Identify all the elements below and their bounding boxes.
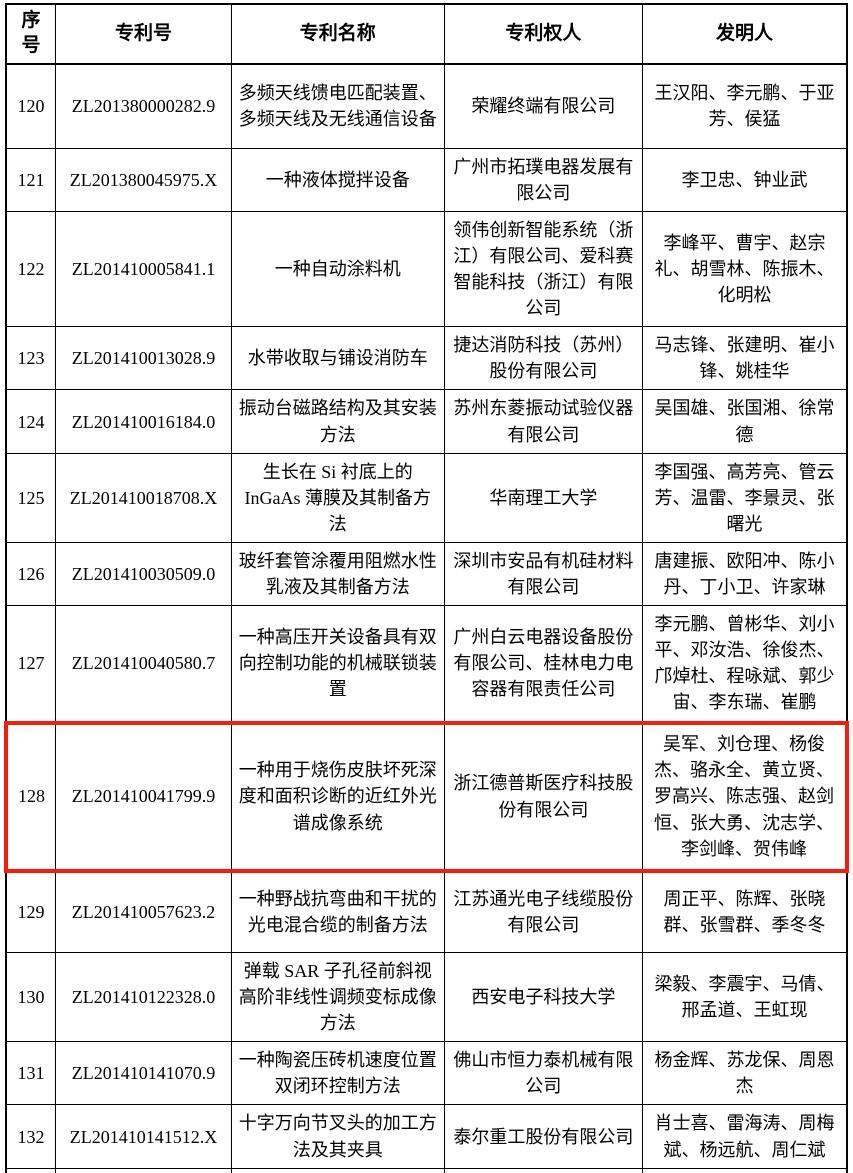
cell-serial-number: 130 bbox=[5, 952, 57, 1043]
table-row: 132 ZL201410141512.X 十字万向节叉头的加工方法及其夹具 泰尔… bbox=[5, 1104, 848, 1169]
cell-serial-number: 125 bbox=[5, 452, 57, 543]
cell-inventors: 李国强、高芳亮、管云芳、温雷、李景灵、张曙光 bbox=[642, 452, 848, 543]
cell-patent-number: ZL201410057623.2 bbox=[55, 870, 232, 954]
cell-patentee: 广州市拓璞电器发展有限公司 bbox=[443, 147, 644, 212]
cell-patent-title: 一种陶瓷压砖机速度位置双闭环控制方法 bbox=[230, 1041, 445, 1106]
cell-patentee: 佛山市恒力泰机械有限公司 bbox=[443, 1041, 644, 1106]
cell-patentee: 广州白云电器设备股份有限公司、桂林电力电容器有限责任公司 bbox=[443, 605, 644, 724]
table-row-highlighted: 128 ZL201410041799.9 一种用于烧伤皮肤坏死深度和面积诊断的近… bbox=[4, 720, 850, 873]
table-row: 129 ZL201410057623.2 一种野战抗弯曲和干扰的光电混合缆的制备… bbox=[5, 870, 848, 954]
cell-serial-number: 123 bbox=[5, 326, 57, 391]
table-row: 127 ZL201410040580.7 一种高压开关设备具有双向控制功能的机械… bbox=[5, 605, 848, 724]
cell-patentee: 华南理工大学 bbox=[443, 452, 644, 543]
cell-patent-number: ZL201410122328.0 bbox=[55, 952, 232, 1043]
cell-inventors: 吴国雄、张国湘、徐常德 bbox=[642, 389, 848, 454]
cell-patent-title: 一种野战抗弯曲和干扰的光电混合缆的制备方法 bbox=[230, 870, 445, 954]
cell-inventors: 马志锋、张建明、崔小锋、姚桂华 bbox=[642, 326, 848, 391]
cell-inventors: 肖士喜、雷海涛、周梅斌、杨远航、周仁斌 bbox=[642, 1104, 848, 1169]
cell-patent-title: 十字万向节叉头的加工方法及其夹具 bbox=[230, 1104, 445, 1169]
patent-table: 序号 专利号 专利名称 专利权人 发明人 120 ZL201380000282.… bbox=[4, 3, 850, 1173]
cell-patentee: 深圳市安品有机硅材料有限公司 bbox=[443, 541, 644, 607]
header-patentee: 专利权人 bbox=[443, 3, 644, 66]
cell-inventors: 李卫忠、钟业武 bbox=[642, 147, 848, 212]
header-patent-title: 专利名称 bbox=[230, 3, 445, 66]
table-header-row: 序号 专利号 专利名称 专利权人 发明人 bbox=[5, 3, 848, 66]
cell-serial-number: 122 bbox=[5, 210, 57, 328]
cell-patentee: 广州市联柔机械设备有限公司 bbox=[443, 1167, 644, 1173]
cell-patent-number: ZL201410141512.X bbox=[55, 1104, 232, 1169]
header-patent-number: 专利号 bbox=[55, 3, 232, 66]
table-row: 125 ZL201410018708.X 生长在 Si 衬底上的 InGaAs … bbox=[5, 452, 848, 543]
cell-patent-number: ZL201380000282.9 bbox=[55, 63, 232, 149]
cell-patent-title: 一种自动涂料机 bbox=[230, 210, 445, 328]
cell-patent-title: 振动台磁路结构及其安装方法 bbox=[230, 389, 445, 454]
cell-inventors: 李峰平、曹宇、赵宗礼、胡雪林、陈振木、化明松 bbox=[642, 210, 848, 328]
cell-serial-number: 120 bbox=[5, 63, 57, 149]
cell-patent-number: ZL201410041799.9 bbox=[55, 720, 232, 873]
cell-inventors: 周正平、陈辉、张晓群、张雪群、季冬冬 bbox=[642, 870, 848, 954]
cell-serial-number: 128 bbox=[4, 720, 57, 873]
cell-patent-title: 玻纤套管涂覆用阻燃水性乳液及其制备方法 bbox=[230, 541, 445, 607]
table-row: 123 ZL201410013028.9 水带收取与铺设消防车 捷达消防科技（苏… bbox=[5, 326, 848, 391]
table-row: 120 ZL201380000282.9 多频天线馈电匹配装置、多频天线及无线通… bbox=[5, 63, 848, 149]
cell-patentee: 西安电子科技大学 bbox=[443, 952, 644, 1043]
table-row: 122 ZL201410005841.1 一种自动涂料机 领伟创新智能系统（浙江… bbox=[5, 210, 848, 328]
cell-serial-number: 129 bbox=[5, 870, 57, 954]
cell-serial-number: 121 bbox=[5, 147, 57, 212]
cell-inventors: 吴军、刘仓理、杨俊杰、骆永全、黄立贤、罗高兴、陈志强、赵剑恒、张大勇、沈志学、李… bbox=[642, 720, 850, 873]
cell-patentee: 荣耀终端有限公司 bbox=[443, 63, 644, 149]
cell-serial-number: 133 bbox=[5, 1167, 57, 1173]
cell-patent-number: ZL201410030509.0 bbox=[55, 541, 232, 607]
cell-patentee: 泰尔重工股份有限公司 bbox=[443, 1104, 644, 1169]
cell-patent-title: 一种用于烧伤皮肤坏死深度和面积诊断的近红外光谱成像系统 bbox=[230, 720, 445, 873]
cell-inventors: 梁毅、李震宇、马倩、邢孟道、王虹现 bbox=[642, 952, 848, 1043]
cell-patent-title: 弹载 SAR 子孔径前斜视高阶非线性调频变标成像方法 bbox=[230, 952, 445, 1043]
cell-patent-number: ZL201380045975.X bbox=[55, 147, 232, 212]
cell-inventors: 谭治铭 bbox=[642, 1167, 848, 1173]
cell-patent-number: ZL201410013028.9 bbox=[55, 326, 232, 391]
table-row: 130 ZL201410122328.0 弹载 SAR 子孔径前斜视高阶非线性调… bbox=[5, 952, 848, 1043]
table-row: 126 ZL201410030509.0 玻纤套管涂覆用阻燃水性乳液及其制备方法… bbox=[5, 541, 848, 607]
cell-patentee: 领伟创新智能系统（浙江）有限公司、爱科赛智能科技（浙江）有限公司 bbox=[443, 210, 644, 328]
cell-patent-title: 一种新型袋装弹簧生产制造装置及袋装弹簧生产方法 bbox=[230, 1167, 445, 1173]
header-serial-number: 序号 bbox=[5, 3, 57, 66]
cell-serial-number: 126 bbox=[5, 541, 57, 607]
cell-patent-number: ZL201410172088.5 bbox=[55, 1167, 232, 1173]
cell-patentee: 苏州东菱振动试验仪器有限公司 bbox=[443, 389, 644, 454]
cell-patent-title: 水带收取与铺设消防车 bbox=[230, 326, 445, 391]
cell-serial-number: 132 bbox=[5, 1104, 57, 1169]
cell-patent-number: ZL201410018708.X bbox=[55, 452, 232, 543]
cell-patent-number: ZL201410141070.9 bbox=[55, 1041, 232, 1106]
table-row: 131 ZL201410141070.9 一种陶瓷压砖机速度位置双闭环控制方法 … bbox=[5, 1041, 848, 1106]
cell-patent-title: 一种高压开关设备具有双向控制功能的机械联锁装置 bbox=[230, 605, 445, 724]
cell-patent-number: ZL201410040580.7 bbox=[55, 605, 232, 724]
table-row: 121 ZL201380045975.X 一种液体搅拌设备 广州市拓璞电器发展有… bbox=[5, 147, 848, 212]
cell-serial-number: 127 bbox=[5, 605, 57, 724]
cell-patent-title: 一种液体搅拌设备 bbox=[230, 147, 445, 212]
cell-serial-number: 124 bbox=[5, 389, 57, 454]
cell-patent-title: 生长在 Si 衬底上的 InGaAs 薄膜及其制备方法 bbox=[230, 452, 445, 543]
cell-inventors: 李元鹏、曾彬华、刘小平、邓汝浩、徐俊杰、邝焯杜、程咏斌、郭少宙、李东瑞、崔鹏 bbox=[642, 605, 848, 724]
header-serial-number-label: 序号 bbox=[21, 10, 41, 56]
header-inventors: 发明人 bbox=[642, 3, 848, 66]
table-row: 133 ZL201410172088.5 一种新型袋装弹簧生产制造装置及袋装弹簧… bbox=[5, 1167, 848, 1173]
cell-inventors: 唐建振、欧阳冲、陈小丹、丁小卫、许家琳 bbox=[642, 541, 848, 607]
cell-patent-number: ZL201410005841.1 bbox=[55, 210, 232, 328]
cell-patent-number: ZL201410016184.0 bbox=[55, 389, 232, 454]
table-row: 124 ZL201410016184.0 振动台磁路结构及其安装方法 苏州东菱振… bbox=[5, 389, 848, 454]
cell-patentee: 浙江德普斯医疗科技股份有限公司 bbox=[443, 720, 644, 873]
cell-inventors: 王汉阳、李元鹏、于亚芳、侯猛 bbox=[642, 63, 848, 149]
cell-inventors: 杨金辉、苏龙保、周恩杰 bbox=[642, 1041, 848, 1106]
cell-patentee: 捷达消防科技（苏州）股份有限公司 bbox=[443, 326, 644, 391]
cell-patent-title: 多频天线馈电匹配装置、多频天线及无线通信设备 bbox=[230, 63, 445, 149]
patent-table-body: 120 ZL201380000282.9 多频天线馈电匹配装置、多频天线及无线通… bbox=[4, 63, 850, 1173]
cell-serial-number: 131 bbox=[5, 1041, 57, 1106]
cell-patentee: 江苏通光电子线缆股份有限公司 bbox=[443, 870, 644, 954]
